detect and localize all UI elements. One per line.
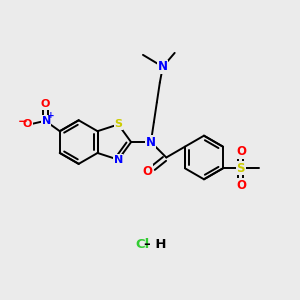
Text: N: N [158, 60, 168, 73]
Text: N: N [114, 155, 123, 165]
Text: O: O [237, 145, 247, 158]
Text: S: S [114, 119, 122, 129]
Text: Cl: Cl [135, 238, 149, 250]
Text: O: O [142, 165, 152, 178]
Text: −: − [18, 115, 27, 128]
Text: N: N [146, 136, 156, 148]
Text: N: N [42, 116, 51, 126]
Text: O: O [40, 99, 50, 109]
Text: O: O [23, 119, 32, 129]
Text: +: + [47, 111, 55, 120]
Text: S: S [236, 162, 245, 175]
Text: O: O [237, 179, 247, 192]
Text: – H: – H [144, 238, 166, 250]
